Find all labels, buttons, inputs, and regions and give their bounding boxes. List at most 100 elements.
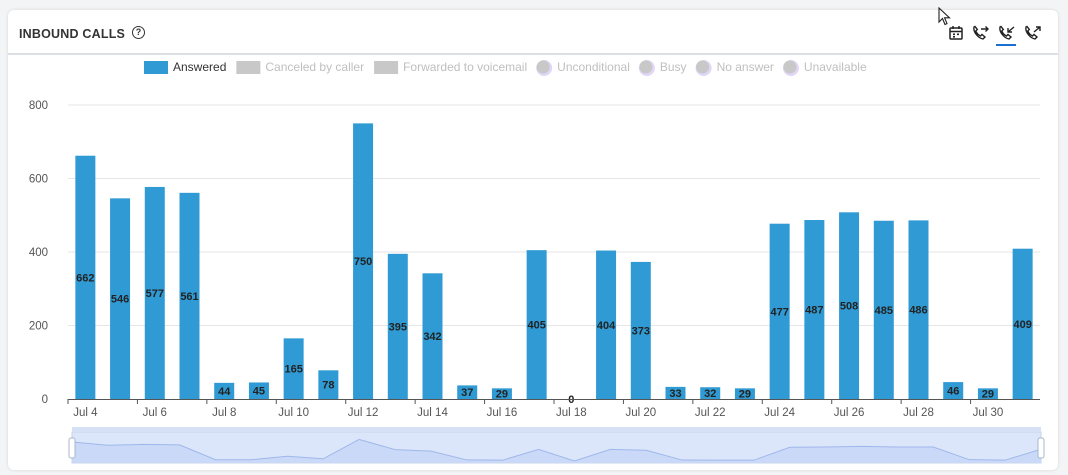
legend-label: No answer xyxy=(717,60,774,74)
legend-item[interactable]: Forwarded to voicemail xyxy=(374,60,527,74)
y-tick-label: 600 xyxy=(29,174,48,186)
legend-item[interactable]: No answer xyxy=(695,60,774,76)
bar-value-label: 29 xyxy=(982,389,994,401)
bar-value-label: 165 xyxy=(284,364,302,376)
chart-grid xyxy=(68,104,1040,326)
legend-item[interactable]: Busy xyxy=(638,60,687,76)
bar[interactable] xyxy=(144,186,165,399)
bar-value-label: 32 xyxy=(704,388,716,400)
legend-label: Unconditional xyxy=(557,60,630,74)
bar[interactable] xyxy=(734,388,755,399)
x-tick-label: Jul 24 xyxy=(764,407,795,419)
bar[interactable] xyxy=(630,261,651,399)
bar[interactable] xyxy=(110,198,131,399)
calendar-icon[interactable] xyxy=(946,23,966,43)
bars xyxy=(75,123,1033,399)
bar-value-label: 373 xyxy=(632,325,650,337)
phone-incoming-icon[interactable] xyxy=(996,23,1016,46)
legend-swatch xyxy=(236,61,261,74)
bar-value-label: 395 xyxy=(389,321,407,333)
y-axis: 0 200 400 600 800 xyxy=(29,100,48,406)
bar[interactable] xyxy=(700,387,721,399)
zoom-handle-right[interactable] xyxy=(1037,437,1045,459)
legend-label: Busy xyxy=(660,60,687,74)
bar-labels: 6625465775614445165787503953423729405040… xyxy=(76,256,1032,406)
bar-value-label: 486 xyxy=(909,305,927,317)
help-icon[interactable]: ? xyxy=(132,26,145,39)
bar-value-label: 44 xyxy=(218,386,231,398)
bar[interactable] xyxy=(526,250,547,399)
bar[interactable] xyxy=(214,382,235,399)
bar-value-label: 342 xyxy=(423,331,441,343)
bar[interactable] xyxy=(283,338,304,399)
data-zoom-slider[interactable] xyxy=(68,427,1045,464)
legend-item[interactable]: Unavailable xyxy=(782,60,867,76)
legend-swatch xyxy=(783,60,797,74)
y-tick-label: 800 xyxy=(29,100,48,112)
card-header: INBOUND CALLS ? xyxy=(8,10,1058,55)
bar[interactable] xyxy=(179,192,200,399)
x-tick-label: Jul 18 xyxy=(556,407,587,419)
y-tick-label: 0 xyxy=(42,394,48,406)
legend-label: Answered xyxy=(173,60,226,74)
bar[interactable] xyxy=(943,382,964,399)
bar-value-label: 404 xyxy=(597,320,616,332)
bar-value-label: 29 xyxy=(496,389,508,401)
bar[interactable] xyxy=(804,220,825,399)
x-axis: Jul 4 Jul 6 Jul 8 Jul 10 Jul 12 Jul 14 Jul 16 J… xyxy=(67,399,1040,419)
x-tick-label: Jul 22 xyxy=(695,407,726,419)
bar[interactable] xyxy=(977,388,998,399)
x-tick-label: Jul 28 xyxy=(903,407,934,419)
bar[interactable] xyxy=(248,382,269,399)
bar-value-label: 662 xyxy=(76,272,94,284)
bar-value-label: 477 xyxy=(770,306,788,318)
legend-swatch xyxy=(536,60,550,74)
legend-item[interactable]: Canceled by caller xyxy=(236,60,364,74)
bar[interactable] xyxy=(908,220,929,399)
zoom-area xyxy=(72,439,1041,463)
bar[interactable] xyxy=(75,155,96,399)
bar[interactable] xyxy=(596,250,617,399)
bar-value-label: 46 xyxy=(947,386,959,398)
y-tick-label: 400 xyxy=(29,247,48,259)
x-tick-label: Jul 26 xyxy=(834,407,865,419)
bar[interactable] xyxy=(769,223,790,399)
phone-outgoing-icon[interactable] xyxy=(1022,23,1042,43)
zoom-top-bar[interactable] xyxy=(72,427,1041,432)
zoom-line xyxy=(71,438,1042,462)
bar-value-label: 508 xyxy=(840,301,858,313)
x-tick-label: Jul 4 xyxy=(73,407,98,419)
legend-label: Forwarded to voicemail xyxy=(403,60,527,74)
legend-item[interactable]: Answered xyxy=(144,60,226,74)
bar-value-label: 33 xyxy=(669,388,681,400)
x-tick-label: Jul 8 xyxy=(212,407,236,419)
bar[interactable] xyxy=(839,212,860,399)
bar[interactable] xyxy=(318,370,339,399)
bar[interactable] xyxy=(353,123,374,399)
card-title: INBOUND CALLS xyxy=(19,27,126,41)
x-tick-label: Jul 20 xyxy=(625,407,656,419)
x-tick-label: Jul 12 xyxy=(348,407,379,419)
bar[interactable] xyxy=(387,253,408,399)
legend-swatch xyxy=(374,61,399,74)
bar-value-label: 405 xyxy=(527,320,545,332)
bar[interactable] xyxy=(1012,248,1033,399)
legend-item[interactable]: Unconditional xyxy=(536,60,630,76)
y-tick-label: 200 xyxy=(29,321,48,333)
bar[interactable] xyxy=(873,220,894,399)
bar[interactable] xyxy=(422,273,443,399)
bar-value-label: 409 xyxy=(1013,319,1031,331)
bar[interactable] xyxy=(491,388,512,399)
bar-value-label: 37 xyxy=(461,387,473,399)
bar-value-label: 546 xyxy=(111,294,129,306)
bar-value-label: 485 xyxy=(875,305,893,317)
bar-value-label: 487 xyxy=(805,305,823,317)
phone-forward-icon[interactable] xyxy=(970,23,990,43)
legend-label: Canceled by caller xyxy=(265,60,364,74)
bar[interactable] xyxy=(665,386,686,399)
bar[interactable] xyxy=(457,385,478,399)
zoom-handle-left[interactable] xyxy=(68,437,76,459)
bar-value-label: 577 xyxy=(146,288,164,300)
bar-value-label: 29 xyxy=(739,389,751,401)
